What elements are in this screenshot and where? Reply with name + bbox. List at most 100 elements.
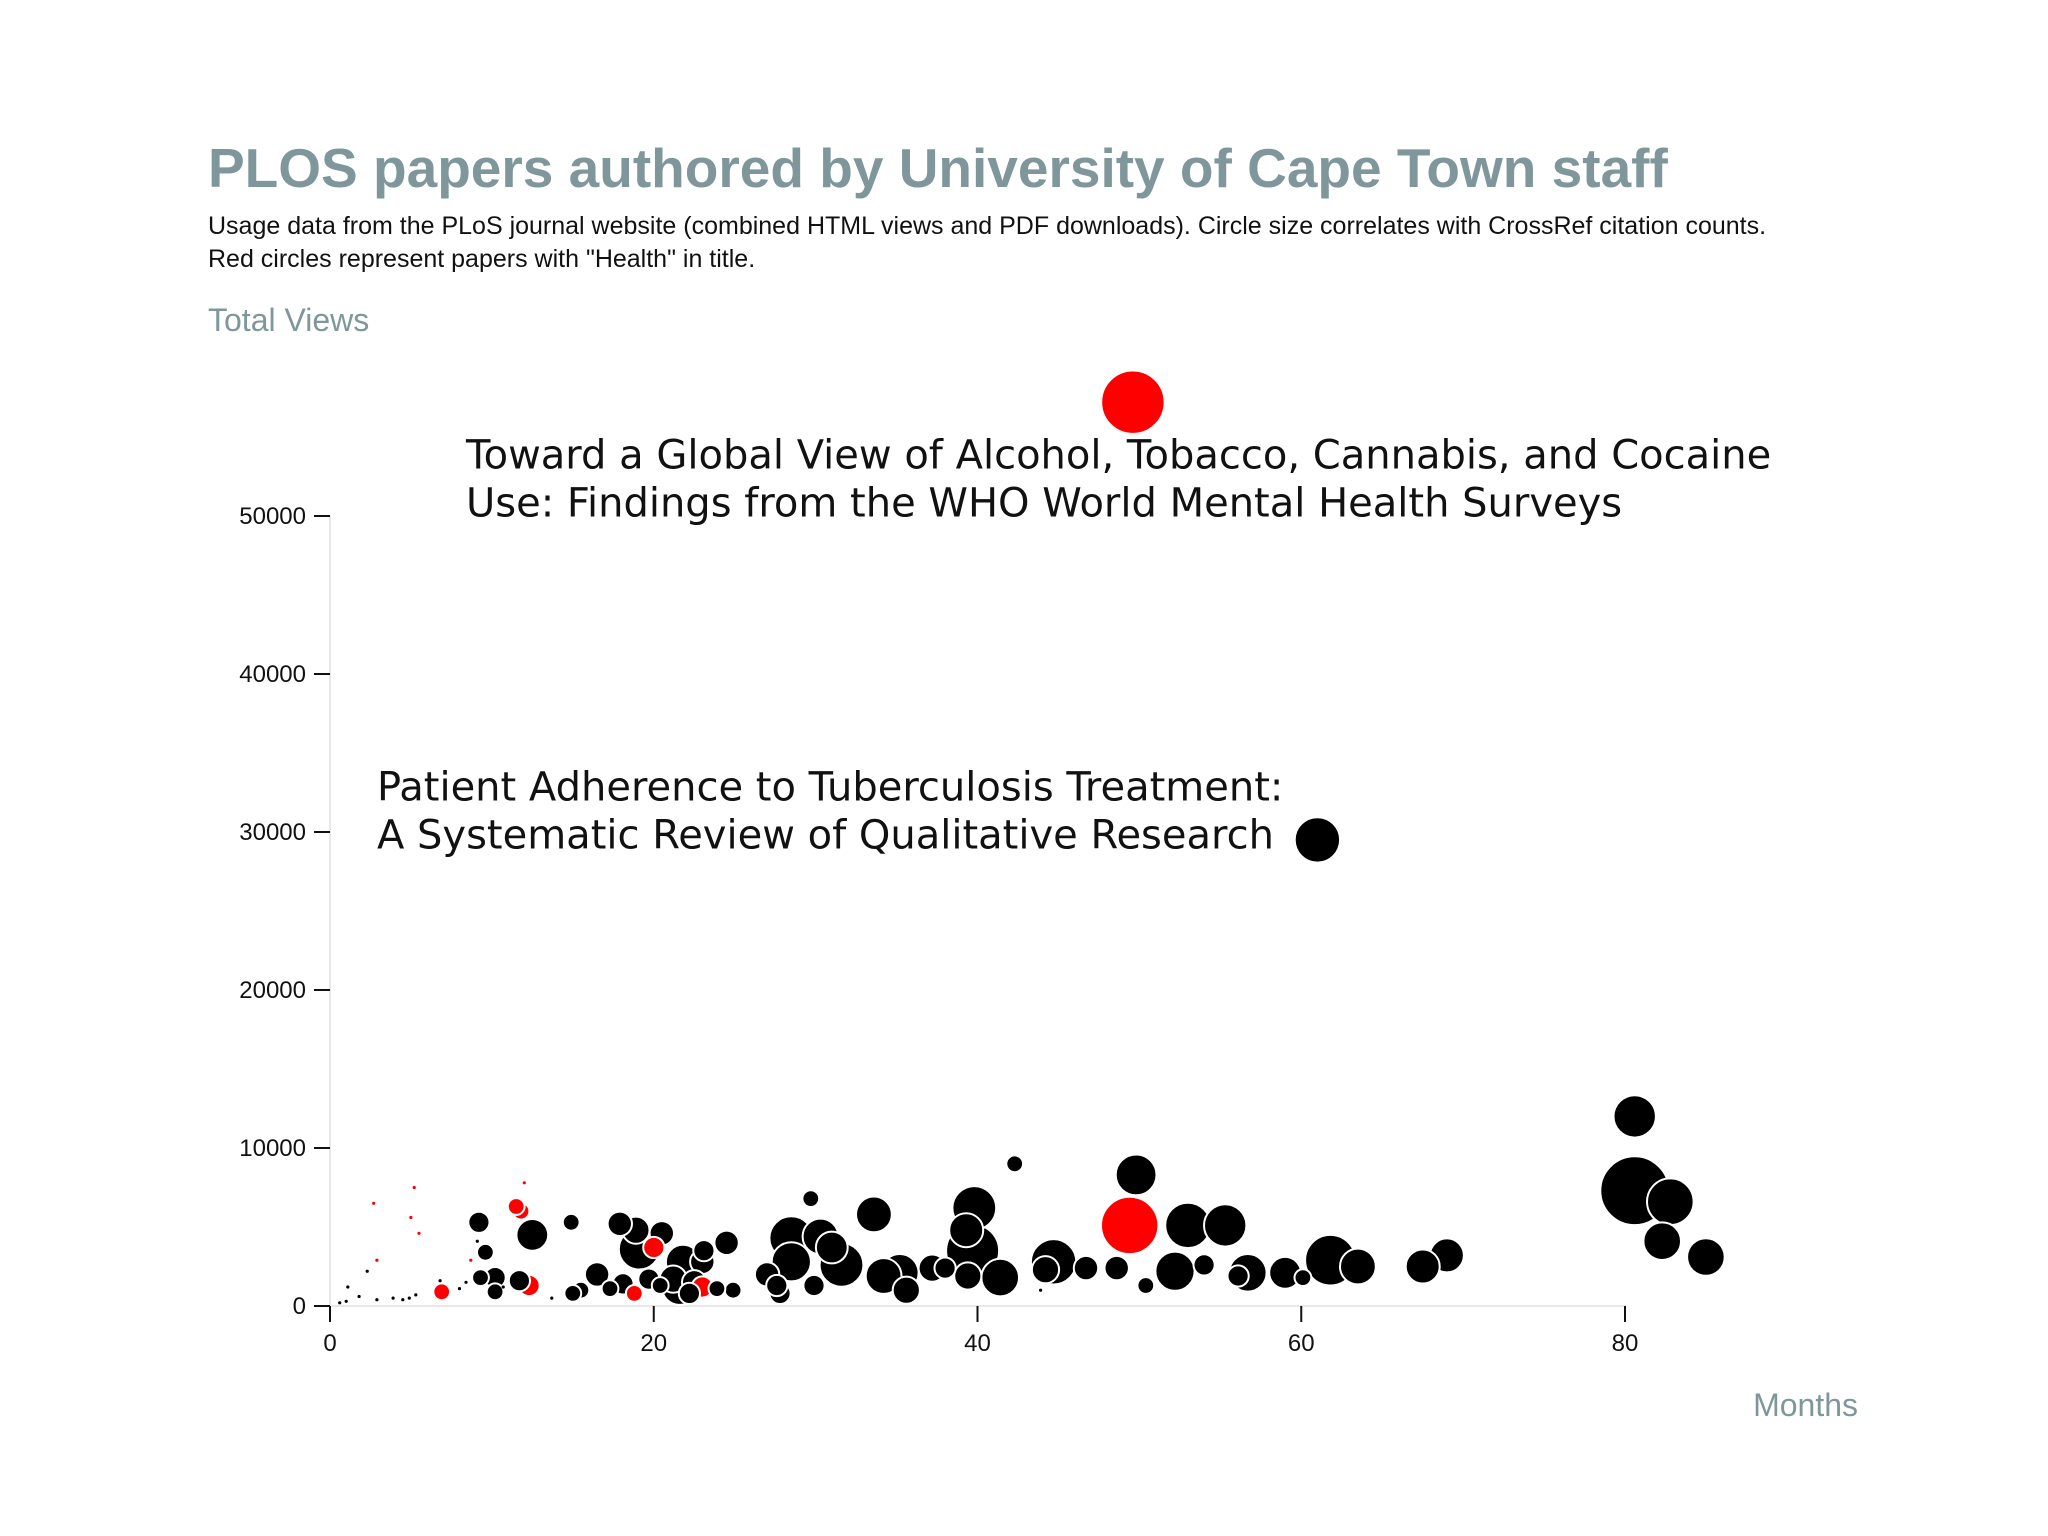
paper-point: [765, 1273, 789, 1298]
paper-point: [561, 1212, 581, 1232]
health-paper-point: [469, 1258, 473, 1262]
paper-point: [600, 1279, 620, 1298]
paper-point: [338, 1301, 342, 1305]
paper-point: [467, 1210, 491, 1234]
paper-point: [606, 1210, 633, 1238]
x-axis-title: Months: [1753, 1387, 1858, 1423]
annotation-line: Patient Adherence to Tuberculosis Treatm…: [377, 764, 1283, 810]
paper-point: [501, 1285, 505, 1289]
paper-point: [1293, 816, 1342, 864]
paper-point: [476, 1242, 495, 1262]
paper-point: [948, 1212, 985, 1249]
paper-point: [375, 1298, 379, 1302]
health-paper-point: [417, 1231, 421, 1235]
annotation-line: Toward a Global View of Alcohol, Tobacco…: [465, 433, 1771, 479]
paper-point: [357, 1294, 361, 1299]
x-tick-label: 60: [1288, 1330, 1315, 1357]
paper-point: [1203, 1203, 1248, 1248]
paper-point: [1030, 1255, 1061, 1285]
data-points: [338, 369, 1726, 1306]
paper-point: [814, 1230, 849, 1265]
health-paper-point: [372, 1201, 376, 1205]
health-paper-point: [642, 1235, 666, 1260]
paper-point: [1136, 1276, 1156, 1295]
health-paper-point: [375, 1258, 379, 1262]
health-paper-point: [412, 1185, 416, 1190]
axes: 0 10000 20000 30000 40000 50000 0 20 40 60 80: [239, 503, 1638, 1357]
paper-point: [650, 1276, 670, 1295]
paper-point: [933, 1256, 957, 1280]
y-tick-label: 20000: [239, 977, 306, 1004]
paper-point: [1293, 1268, 1313, 1287]
paper-point: [677, 1281, 702, 1306]
paper-point: [407, 1296, 411, 1300]
paper-point: [1039, 1288, 1043, 1292]
paper-point: [1642, 1221, 1682, 1261]
paper-annotation-2: Patient Adherence to Tuberculosis Treatm…: [377, 764, 1283, 858]
paper-point: [891, 1275, 921, 1305]
y-tick-label: 50000: [239, 503, 306, 530]
paper-point: [583, 1261, 611, 1288]
y-tick-label: 10000: [239, 1135, 306, 1162]
paper-point: [550, 1296, 554, 1300]
health-paper-point: [432, 1282, 452, 1302]
health-paper-point: [409, 1215, 413, 1220]
x-tick-label: 0: [323, 1330, 336, 1357]
health-paper-point: [624, 1284, 644, 1303]
paper-annotation-1: Toward a Global View of Alcohol, Tobacco…: [465, 433, 1771, 527]
paper-point: [1646, 1177, 1695, 1226]
paper-point: [471, 1268, 490, 1287]
paper-point: [1339, 1247, 1377, 1286]
chart-title: PLOS papers authored by University of Ca…: [208, 137, 1668, 199]
paper-point: [1114, 1153, 1158, 1197]
paper-point: [563, 1284, 583, 1303]
paper-point: [1612, 1094, 1657, 1139]
paper-point: [1005, 1154, 1025, 1174]
paper-point: [707, 1279, 727, 1298]
paper-point: [801, 1189, 821, 1208]
paper-point: [692, 1239, 716, 1263]
paper-point: [365, 1269, 369, 1273]
paper-point: [1103, 1254, 1130, 1282]
y-tick-label: 0: [293, 1293, 306, 1320]
paper-point: [1226, 1264, 1250, 1288]
paper-point: [438, 1279, 442, 1283]
paper-point: [1686, 1237, 1726, 1277]
paper-point: [713, 1229, 740, 1257]
paper-point: [414, 1293, 418, 1297]
paper-point: [1154, 1250, 1196, 1292]
paper-point: [401, 1298, 405, 1302]
paper-point: [485, 1282, 505, 1302]
paper-point: [1072, 1254, 1100, 1282]
y-tick-label: 30000: [239, 819, 306, 846]
paper-point: [507, 1269, 532, 1293]
annotation-line: Use: Findings from the WHO World Mental …: [466, 481, 1622, 527]
paper-point: [864, 1257, 903, 1295]
paper-point: [1404, 1248, 1441, 1285]
annotations: Toward a Global View of Alcohol, Tobacco…: [377, 433, 1771, 859]
health-paper-point: [1100, 369, 1166, 435]
x-tick-label: 40: [964, 1330, 991, 1357]
chart-subtitle: Usage data from the PLoS journal website…: [208, 212, 1767, 273]
paper-point: [344, 1299, 348, 1303]
paper-point: [346, 1285, 350, 1289]
health-paper-point: [1100, 1195, 1160, 1256]
paper-point: [475, 1239, 479, 1243]
paper-point: [953, 1261, 983, 1291]
paper-point: [1192, 1253, 1216, 1277]
paper-point: [464, 1280, 468, 1284]
paper-point: [723, 1280, 743, 1300]
y-tick-label: 40000: [239, 661, 306, 688]
paper-point: [802, 1273, 826, 1298]
paper-point: [770, 1241, 812, 1283]
x-tick-label: 80: [1612, 1330, 1639, 1357]
paper-point: [515, 1218, 550, 1252]
chart-header: PLOS papers authored by University of Ca…: [208, 132, 1808, 276]
paper-point: [855, 1195, 893, 1234]
paper-point: [980, 1257, 1021, 1298]
health-paper-point: [506, 1197, 526, 1216]
paper-point: [457, 1287, 462, 1291]
x-tick-label: 20: [640, 1330, 667, 1357]
paper-point: [391, 1296, 395, 1300]
